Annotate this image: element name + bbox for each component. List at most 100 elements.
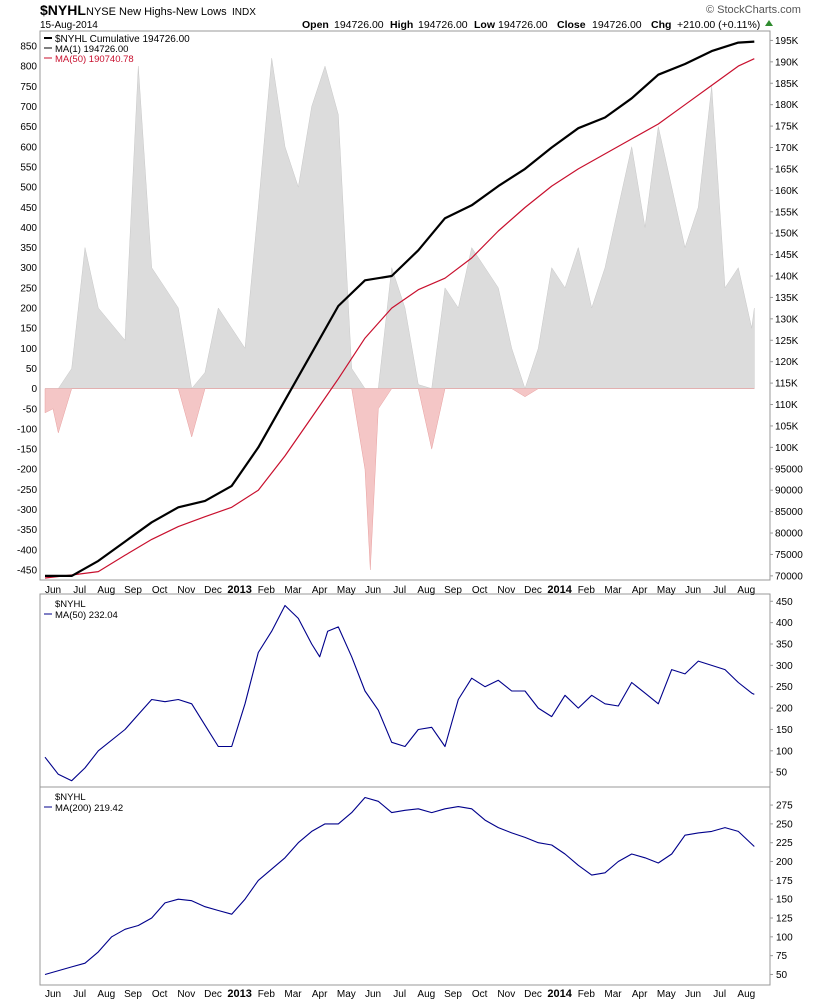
ma200-tick-4: 150 bbox=[776, 895, 793, 906]
left-tick-4: -250 bbox=[17, 485, 37, 496]
ma200-tick-5: 175 bbox=[776, 876, 793, 887]
main-x-label-13: Jul bbox=[393, 585, 406, 596]
ma50-tick-3: 200 bbox=[776, 704, 793, 715]
right-tick-7: 105K bbox=[775, 421, 799, 432]
left-tick-21: 600 bbox=[20, 142, 37, 153]
ma50-tick-4: 250 bbox=[776, 682, 793, 693]
main-x-label-12: Jun bbox=[365, 585, 381, 596]
exchange-label: INDX bbox=[232, 7, 256, 18]
left-tick-10: 50 bbox=[26, 364, 38, 375]
right-tick-13: 135K bbox=[775, 293, 799, 304]
left-tick-16: 350 bbox=[20, 243, 37, 254]
right-tick-18: 160K bbox=[775, 186, 799, 197]
right-tick-22: 180K bbox=[775, 100, 799, 111]
ma200-x-label-20: Feb bbox=[578, 989, 596, 1000]
ma50-legend: $NYHL MA(50) 232.04 bbox=[44, 599, 118, 621]
plot-layer: -450 -400 -350 -300 -250 -200 -150 -100 -50 0 50 10… bbox=[17, 36, 803, 1000]
main-x-label-3: Sep bbox=[124, 585, 142, 596]
ma200-tick-2: 100 bbox=[776, 932, 793, 943]
open-value: 194726.00 bbox=[334, 19, 384, 31]
ma200-x-label-7: 2013 bbox=[227, 988, 251, 1000]
left-tick-9: 0 bbox=[31, 384, 37, 395]
ma200-panel-frame bbox=[39, 786, 771, 986]
right-tick-21: 175K bbox=[775, 122, 799, 133]
right-tick-20: 170K bbox=[775, 143, 799, 154]
main-x-label-7: 2013 bbox=[227, 584, 251, 596]
close-label: Close bbox=[557, 19, 586, 31]
main-panel-frame bbox=[39, 30, 771, 581]
left-tick-5: -200 bbox=[17, 465, 37, 476]
main-x-label-2: Aug bbox=[97, 585, 115, 596]
main-x-label-14: Aug bbox=[417, 585, 435, 596]
right-tick-11: 125K bbox=[775, 336, 799, 347]
main-x-label-20: Feb bbox=[578, 585, 596, 596]
brand-label: © StockCharts.com bbox=[706, 4, 801, 16]
ma50-tick-5: 300 bbox=[776, 661, 793, 672]
left-tick-22: 650 bbox=[20, 122, 37, 133]
right-tick-10: 120K bbox=[775, 357, 799, 368]
left-tick-23: 700 bbox=[20, 102, 37, 113]
ma200-x-label-17: Nov bbox=[497, 989, 515, 1000]
high-label: High bbox=[390, 19, 413, 31]
ma50-tick-1: 100 bbox=[776, 746, 793, 757]
main-legend: $NYHL Cumulative 194726.00 MA(1) 194726.… bbox=[44, 34, 190, 65]
left-tick-0: -450 bbox=[17, 565, 37, 576]
right-tick-6: 100K bbox=[775, 443, 799, 454]
ma200-x-label-1: Jul bbox=[73, 989, 86, 1000]
right-tick-16: 150K bbox=[775, 229, 799, 240]
right-tick-0: 70000 bbox=[775, 571, 803, 582]
symbol-label: $NYHL bbox=[40, 2, 86, 18]
ma200-x-label-23: May bbox=[657, 989, 676, 1000]
ma200-tick-6: 200 bbox=[776, 857, 793, 868]
ma200-x-label-10: Apr bbox=[312, 989, 328, 1000]
main-x-label-16: Oct bbox=[472, 585, 488, 596]
low-label: Low bbox=[474, 19, 496, 31]
ma50-tick-6: 350 bbox=[776, 640, 793, 651]
high-value: 194726.00 bbox=[418, 19, 468, 31]
ma50-panel-line bbox=[44, 604, 755, 782]
left-tick-20: 550 bbox=[20, 162, 37, 173]
low-value: 194726.00 bbox=[498, 19, 548, 31]
right-tick-3: 85000 bbox=[775, 507, 803, 518]
ma50-line bbox=[44, 58, 755, 579]
right-tick-9: 115K bbox=[775, 379, 798, 390]
left-tick-11: 100 bbox=[20, 344, 37, 355]
main-x-label-24: Jun bbox=[685, 585, 701, 596]
ma50-tick-2: 150 bbox=[776, 725, 793, 736]
ma200-legend: $NYHL MA(200) 219.42 bbox=[44, 792, 123, 814]
left-tick-2: -350 bbox=[17, 525, 37, 536]
ma200-x-label-19: 2014 bbox=[547, 988, 572, 1000]
main-x-label-10: Apr bbox=[312, 585, 328, 596]
right-tick-24: 190K bbox=[775, 57, 799, 68]
daily-positive-area bbox=[44, 58, 755, 390]
legend-ma50-panel: MA(50) 232.04 bbox=[55, 610, 118, 621]
left-tick-7: -100 bbox=[17, 424, 37, 435]
ma200-x-label-18: Dec bbox=[524, 989, 542, 1000]
up-arrow-icon bbox=[765, 20, 773, 26]
ma50-panel-frame bbox=[39, 593, 771, 788]
left-tick-26: 850 bbox=[20, 42, 37, 53]
right-tick-14: 140K bbox=[775, 272, 799, 283]
ma200-tick-7: 225 bbox=[776, 838, 793, 849]
ma200-x-label-21: Mar bbox=[604, 989, 622, 1000]
main-x-label-22: Apr bbox=[632, 585, 648, 596]
ma200-x-label-24: Jun bbox=[685, 989, 701, 1000]
main-x-label-17: Nov bbox=[497, 585, 515, 596]
left-tick-3: -300 bbox=[17, 505, 37, 516]
main-x-label-1: Jul bbox=[73, 585, 86, 596]
ma200-x-label-13: Jul bbox=[393, 989, 406, 1000]
legend-ma50: MA(50) 190740.78 bbox=[55, 54, 134, 65]
chg-value: +210.00 (+0.11%) bbox=[677, 19, 760, 31]
ma200-tick-0: 50 bbox=[776, 970, 788, 981]
ma200-x-label-3: Sep bbox=[124, 989, 142, 1000]
open-label: Open bbox=[302, 19, 329, 31]
right-tick-2: 80000 bbox=[775, 529, 803, 540]
symbol-name: NYSE New Highs-New Lows bbox=[86, 6, 227, 18]
right-tick-4: 90000 bbox=[775, 486, 803, 497]
legend-ma1: MA(1) 194726.00 bbox=[55, 44, 128, 55]
right-tick-23: 185K bbox=[775, 79, 799, 90]
ma200-x-label-2: Aug bbox=[97, 989, 115, 1000]
left-tick-24: 750 bbox=[20, 82, 37, 93]
legend-ma200-panel: MA(200) 219.42 bbox=[55, 803, 123, 814]
